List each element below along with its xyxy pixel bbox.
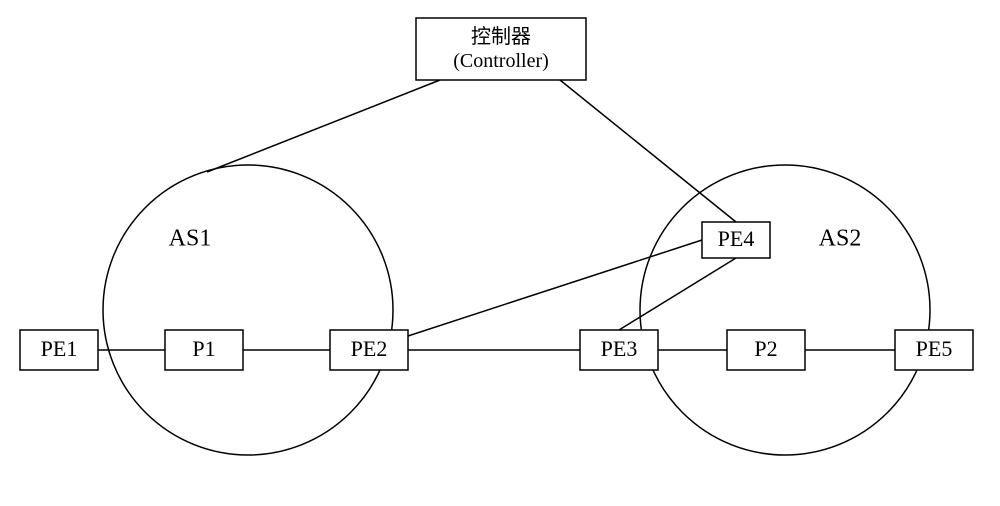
controller-node: 控制器 (Controller) [416,18,586,80]
as1-label: AS1 [169,226,212,252]
edge [560,80,736,222]
node-pe5: PE5 [895,330,973,370]
as2-label: AS2 [819,226,862,252]
edges-layer [98,80,895,350]
node-pe2: PE2 [330,330,408,370]
as2-region [640,165,930,455]
node-pe1: PE1 [20,330,98,370]
controller-label-cn: 控制器 [471,25,531,48]
edge [408,240,702,336]
node-label: P1 [192,336,215,361]
node-label: P2 [754,336,777,361]
node-pe3: PE3 [580,330,658,370]
node-label: PE1 [41,336,78,361]
controller-label-en: (Controller) [453,50,549,72]
node-label: PE3 [601,336,638,361]
as1-region [103,165,393,455]
edge [207,80,440,172]
node-label: PE5 [916,336,953,361]
edge [619,258,736,330]
diagram-canvas: AS1 AS2 控制器 (Controller) PE1 P1 PE2 PE3 P2 PE… [0,0,1000,506]
node-pe4: PE4 [702,222,770,258]
node-label: PE4 [718,226,755,251]
node-p1: P1 [165,330,243,370]
node-label: PE2 [351,336,388,361]
node-p2: P2 [727,330,805,370]
